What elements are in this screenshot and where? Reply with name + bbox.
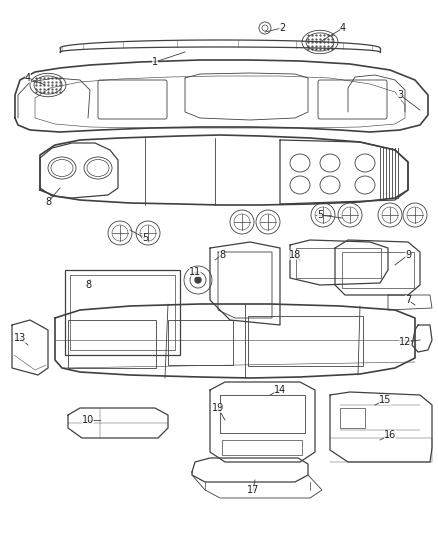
Bar	[296, 248, 381, 278]
Text: 2: 2	[279, 23, 285, 33]
Text: 4: 4	[340, 23, 346, 33]
Text: 1: 1	[152, 57, 158, 67]
Text: 19: 19	[212, 403, 224, 413]
Bar	[70, 275, 175, 350]
Text: 10: 10	[82, 415, 94, 425]
Text: 3: 3	[397, 90, 403, 100]
Bar	[168, 320, 233, 365]
Bar	[222, 440, 302, 455]
Text: 8: 8	[219, 250, 225, 260]
Text: 11: 11	[189, 267, 201, 277]
Text: 13: 13	[14, 333, 26, 343]
Bar	[342, 252, 414, 288]
Text: 5: 5	[317, 210, 323, 220]
Bar	[65, 270, 180, 355]
Bar	[248, 316, 363, 366]
Circle shape	[195, 277, 201, 283]
Bar	[220, 395, 305, 433]
Text: 5: 5	[142, 233, 148, 243]
Text: 15: 15	[379, 395, 391, 405]
Text: 8: 8	[45, 197, 51, 207]
Bar	[68, 320, 156, 368]
Text: 18: 18	[289, 250, 301, 260]
Text: 9: 9	[405, 250, 411, 260]
Text: 14: 14	[274, 385, 286, 395]
Bar	[340, 408, 365, 428]
Text: 12: 12	[399, 337, 411, 347]
Text: 17: 17	[247, 485, 259, 495]
Text: 16: 16	[384, 430, 396, 440]
Text: 8: 8	[85, 280, 91, 290]
Text: 7: 7	[405, 295, 411, 305]
Text: 4: 4	[25, 73, 31, 83]
